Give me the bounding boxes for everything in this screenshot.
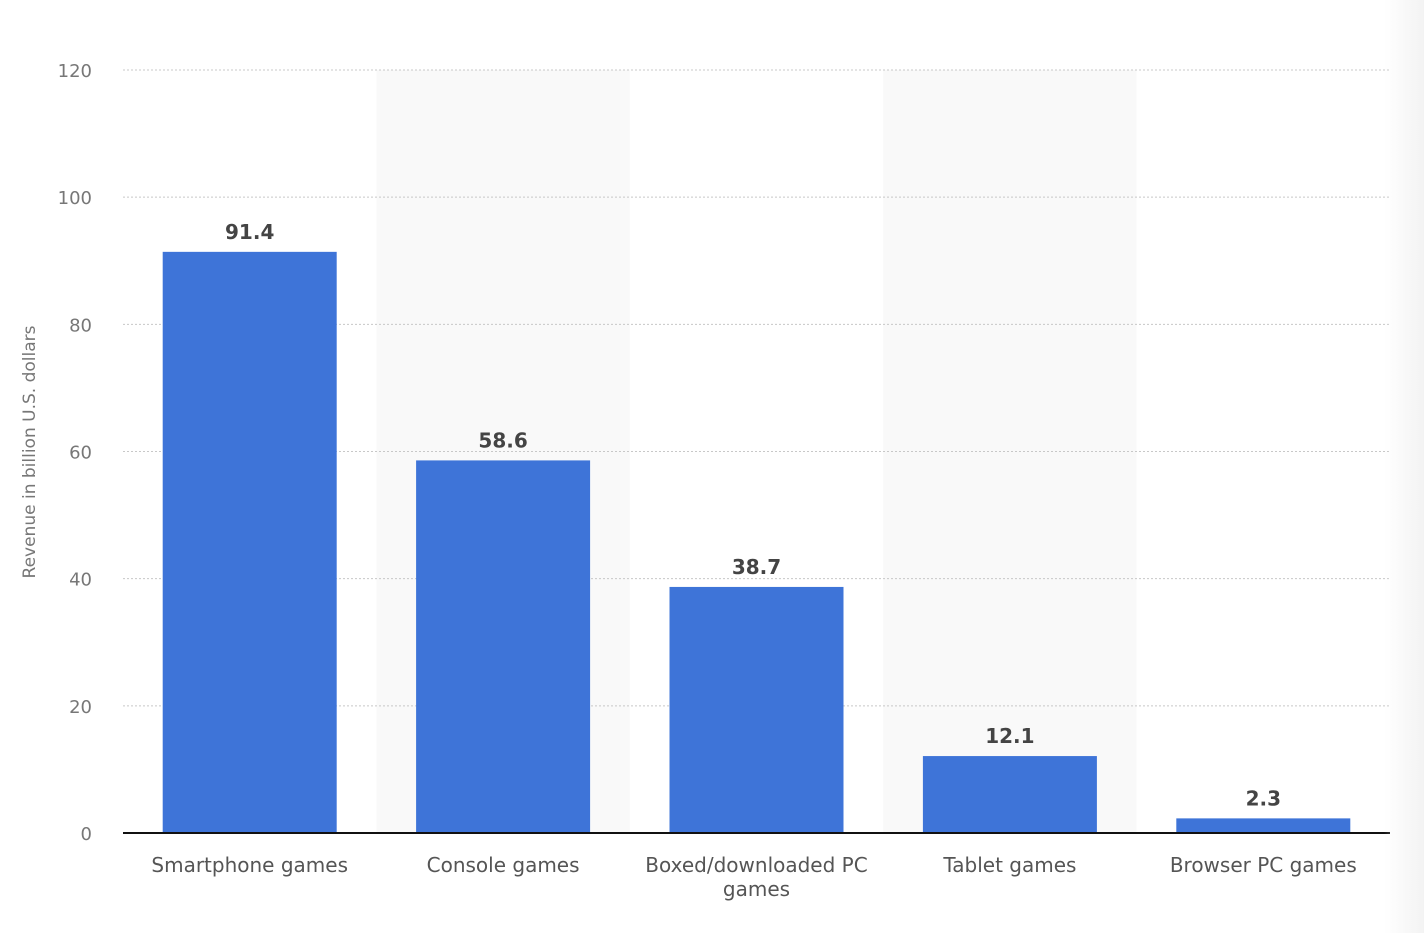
y-tick-label: 0 bbox=[81, 824, 92, 845]
bar bbox=[162, 251, 337, 833]
x-tick-label-line: games bbox=[723, 877, 790, 901]
data-label: 2.3 bbox=[1246, 786, 1281, 810]
y-tick-label: 60 bbox=[69, 443, 92, 464]
data-label: 12.1 bbox=[985, 724, 1034, 748]
y-axis-title: Revenue in billion U.S. dollars bbox=[20, 325, 40, 578]
x-tick-label: Console games bbox=[427, 853, 580, 877]
bar bbox=[669, 586, 844, 833]
y-tick-label: 80 bbox=[69, 315, 92, 336]
category-band bbox=[883, 70, 1137, 833]
data-labels: 91.4 58.6 38.7 12.1 2.3 bbox=[225, 220, 1281, 811]
data-label: 91.4 bbox=[225, 220, 274, 244]
x-tick-label-line: Smartphone games bbox=[151, 853, 348, 877]
x-tick-label: Browser PC games bbox=[1170, 853, 1357, 877]
y-tick-label: 20 bbox=[69, 697, 92, 718]
data-label: 58.6 bbox=[478, 428, 527, 452]
bar bbox=[416, 460, 591, 833]
x-tick-label: Tablet games bbox=[942, 853, 1076, 877]
y-tick-label: 100 bbox=[58, 188, 92, 209]
x-tick-label-line: Browser PC games bbox=[1170, 853, 1357, 877]
x-tick-label-line: Console games bbox=[427, 853, 580, 877]
y-tick-label: 40 bbox=[69, 570, 92, 591]
x-tick-label: Boxed/downloaded PC games bbox=[645, 853, 867, 901]
bar bbox=[1176, 818, 1351, 833]
data-label: 38.7 bbox=[732, 555, 781, 579]
y-tick-label: 120 bbox=[58, 61, 92, 82]
bar bbox=[922, 756, 1097, 833]
x-tick-label-line: Tablet games bbox=[942, 853, 1076, 877]
x-tick-label: Smartphone games bbox=[151, 853, 348, 877]
bars bbox=[162, 251, 1351, 833]
x-tick-label-line: Boxed/downloaded PC bbox=[645, 853, 867, 877]
x-axis-labels: Smartphone games Console games Boxed/downl… bbox=[123, 832, 1390, 901]
right-edge-shade bbox=[1384, 0, 1424, 933]
